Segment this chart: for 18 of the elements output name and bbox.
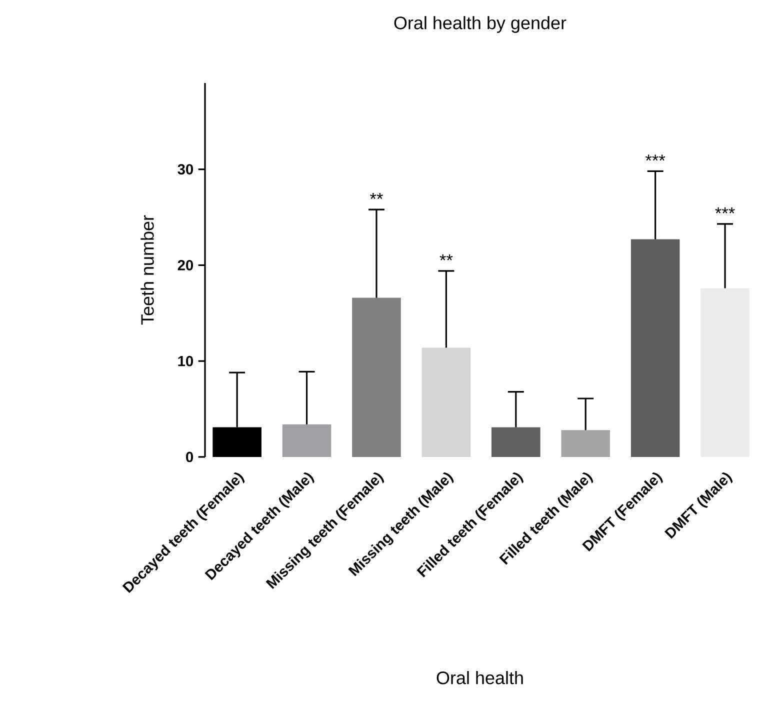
bar	[492, 427, 540, 457]
y-tick-label: 10	[178, 356, 194, 366]
chart-title: Oral health by gender	[394, 16, 566, 33]
annotation: ***	[645, 154, 666, 161]
annotation: **	[440, 254, 453, 260]
bar	[630, 239, 680, 457]
annotation: ***	[715, 207, 735, 214]
y-tick-label: 30	[178, 164, 194, 175]
bar	[700, 288, 750, 457]
bar	[561, 430, 610, 457]
x-axis-title: Oral health	[436, 671, 523, 684]
y-axis-title: Teeth number	[140, 215, 154, 325]
y-tick-label: 20	[178, 260, 194, 270]
bar	[422, 348, 471, 457]
bar	[282, 424, 332, 457]
bar	[352, 298, 401, 457]
y-tick-label: 0	[186, 452, 194, 462]
annotation: **	[370, 192, 383, 200]
